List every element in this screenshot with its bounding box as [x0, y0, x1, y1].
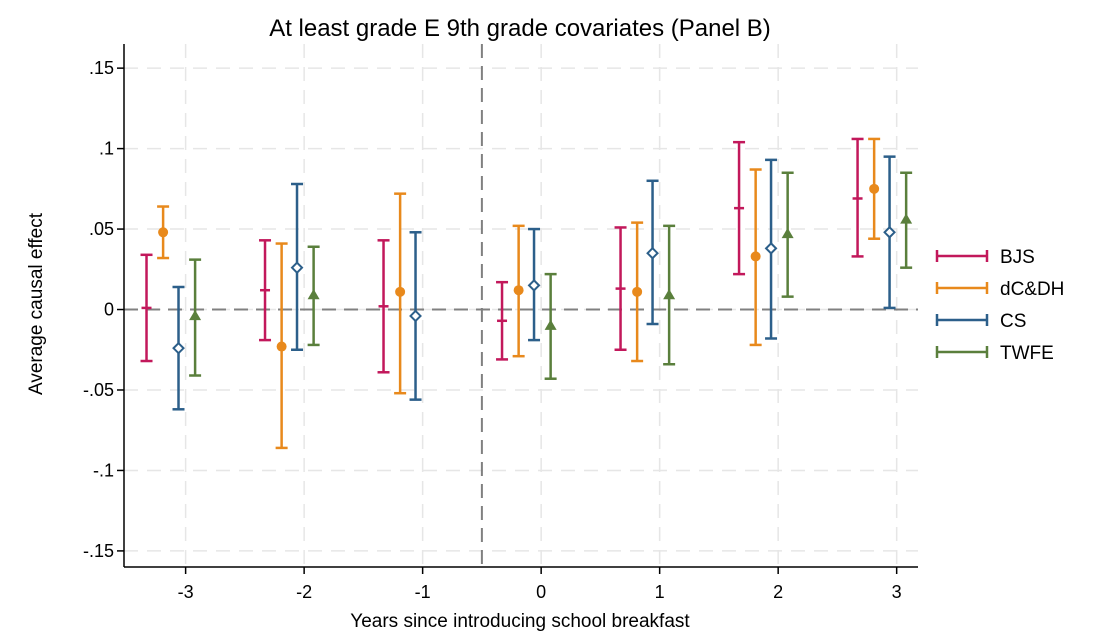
- point-estimate: [781, 227, 794, 239]
- point-estimate: [307, 289, 320, 300]
- series-twfe: [189, 171, 913, 380]
- y-tick-label: -.05: [83, 380, 114, 400]
- point-estimate: [158, 227, 169, 238]
- legend: BJS dC&DH CS TWFE: [935, 247, 1064, 364]
- x-tick-label: -3: [178, 582, 194, 602]
- point-estimate: [513, 285, 524, 296]
- y-tick-label: -.15: [83, 541, 114, 561]
- point-estimate: [527, 278, 541, 292]
- x-tick-label: 2: [773, 582, 783, 602]
- point-estimate: [869, 183, 880, 194]
- y-tick-label: .05: [89, 219, 114, 239]
- point-estimate: [750, 251, 761, 262]
- y-tick-label: .15: [89, 58, 114, 78]
- x-tick-label: -2: [296, 582, 312, 602]
- point-estimate: [409, 309, 422, 323]
- y-axis-title: Average causal effect: [26, 212, 47, 395]
- legend-label: CS: [1000, 311, 1026, 332]
- legend-item-dc-dh: dC&DH: [935, 279, 1064, 300]
- legend-item-bjs: BJS: [935, 247, 1035, 268]
- point-estimate: [544, 319, 557, 330]
- x-tick-label: 1: [655, 582, 665, 602]
- legend-item-cs: CS: [935, 311, 1026, 332]
- y-tick-label: -.1: [93, 460, 114, 480]
- point-estimate: [172, 341, 185, 355]
- point-estimate: [290, 261, 304, 275]
- point-estimate: [883, 225, 896, 239]
- series-cs: [172, 155, 896, 411]
- x-axis-title: Years since introducing school breakfast: [350, 611, 690, 632]
- series-bjs: [140, 137, 864, 374]
- axes: .15 .1 .05 0 -.05 -.1 -.15 -3 -2 -1 0 1 2 3: [83, 44, 918, 602]
- legend-label: TWFE: [1000, 343, 1054, 364]
- chart-title: At least grade E 9th grade covariates (P…: [269, 15, 771, 42]
- reference-lines: [124, 44, 918, 567]
- point-estimate: [646, 246, 659, 260]
- y-tick-label: 0: [104, 300, 114, 320]
- series-dc-dh: [157, 137, 881, 450]
- x-tick-label: 3: [892, 582, 902, 602]
- legend-item-twfe: TWFE: [935, 343, 1054, 364]
- x-tick-label: 0: [536, 582, 546, 602]
- y-tick-label: .1: [99, 139, 114, 159]
- x-tick-label: -1: [415, 582, 431, 602]
- point-estimate: [189, 309, 202, 321]
- point-estimate: [632, 286, 643, 297]
- point-estimate: [900, 213, 913, 224]
- point-estimate: [663, 289, 676, 300]
- legend-label: dC&DH: [1000, 279, 1064, 300]
- point-estimate: [764, 241, 778, 255]
- series-layer: [140, 137, 913, 450]
- point-estimate: [395, 286, 406, 297]
- legend-label: BJS: [1000, 247, 1035, 268]
- point-estimate: [276, 341, 287, 352]
